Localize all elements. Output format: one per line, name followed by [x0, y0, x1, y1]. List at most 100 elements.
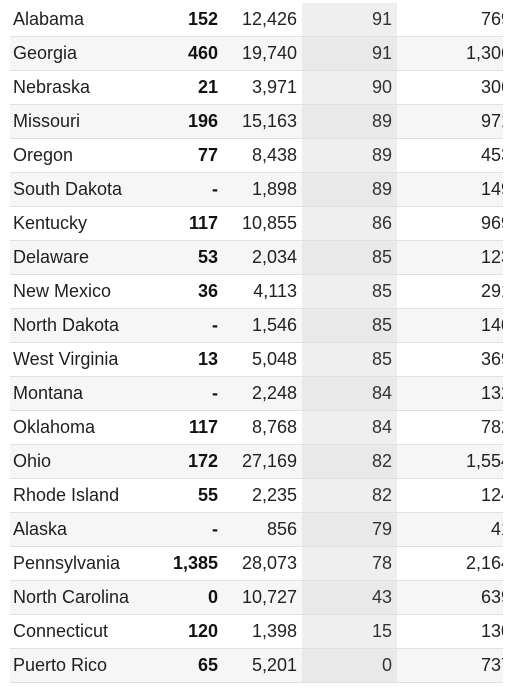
last-value-text: 132 — [480, 383, 505, 403]
total-cell: 4,113 — [253, 281, 297, 301]
table-row: Nebraska 21 3,971 90 306 — [10, 71, 512, 105]
percent-cell: 85 — [302, 275, 397, 308]
state-cell: West Virginia — [13, 349, 119, 369]
percent-cell: 78 — [302, 547, 397, 580]
state-cell: North Carolina — [13, 587, 130, 607]
last-value-cell: 969 — [397, 207, 505, 240]
total-cell: 5,201 — [251, 655, 297, 675]
last-value-cell: 130 — [397, 615, 505, 648]
table-row: Delaware 53 2,034 85 123 — [10, 241, 512, 275]
last-value-cell: 2,164 — [397, 547, 505, 580]
state-cell: Delaware — [13, 247, 90, 267]
state-cell: Nebraska — [13, 77, 91, 97]
total-cell: 12,426 — [241, 9, 297, 29]
new-cases-cell: 117 — [188, 417, 218, 437]
total-cell: 19,740 — [241, 43, 297, 63]
state-cell: Oklahoma — [13, 417, 96, 437]
new-cases-cell: 460 — [187, 43, 218, 63]
table-row: South Dakota - 1,898 89 149 — [10, 173, 512, 207]
last-value-text: 369 — [480, 349, 505, 369]
percent-cell: 89 — [302, 105, 397, 138]
last-value-cell: 1,306 — [397, 37, 505, 70]
table-row: Pennsylvania 1,385 28,073 78 2,164 — [10, 547, 512, 581]
state-cell: Ohio — [13, 451, 52, 471]
state-cell: Georgia — [13, 43, 78, 63]
percent-cell: 0 — [302, 649, 397, 682]
table-row: West Virginia 13 5,048 85 369 — [10, 343, 512, 377]
percent-cell: 85 — [302, 343, 397, 376]
table-row: Connecticut 120 1,398 15 130 — [10, 615, 512, 649]
table-row: Rhode Island 55 2,235 82 124 — [10, 479, 512, 513]
percent-cell: 89 — [302, 173, 397, 206]
total-cell: 10,727 — [241, 587, 297, 607]
table-row: Kentucky 117 10,855 86 969 — [10, 207, 512, 241]
new-cases-cell: 53 — [197, 247, 218, 267]
percent-cell: 82 — [302, 445, 397, 478]
state-cell: Oregon — [13, 145, 74, 165]
new-cases-cell: 36 — [197, 281, 218, 301]
last-value-cell: 1,554 — [397, 445, 505, 478]
table-row: New Mexico 36 4,113 85 291 — [10, 275, 512, 309]
last-value-cell: 132 — [397, 377, 505, 410]
new-cases-cell: 120 — [187, 621, 218, 641]
total-cell: 10,855 — [241, 213, 297, 233]
table-row: Missouri 196 15,163 89 971 — [10, 105, 512, 139]
last-value-text: 453 — [480, 145, 505, 165]
new-cases-cell: 65 — [197, 655, 218, 675]
total-cell: 1,398 — [251, 621, 297, 641]
state-data-table: Alabama 152 12,426 91 769 Georgia 460 19… — [10, 3, 512, 683]
table-row: Puerto Rico 65 5,201 0 737 — [10, 649, 512, 683]
total-cell: 27,169 — [241, 451, 297, 471]
last-value-cell: 41 — [397, 513, 505, 546]
table-row: Alabama 152 12,426 91 769 — [10, 3, 512, 37]
last-value-text: 140 — [480, 315, 505, 335]
last-value-text: 291 — [480, 281, 505, 301]
percent-cell: 15 — [302, 615, 397, 648]
new-cases-cell: - — [212, 519, 218, 539]
table-row: Georgia 460 19,740 91 1,306 — [10, 37, 512, 71]
percent-cell: 91 — [302, 37, 397, 70]
new-cases-cell: 0 — [207, 587, 218, 607]
percent-cell: 43 — [302, 581, 397, 614]
last-value-text: 639 — [480, 587, 505, 607]
total-cell: 28,073 — [241, 553, 297, 573]
last-value-text: 123 — [480, 247, 505, 267]
new-cases-cell: 13 — [197, 349, 218, 369]
last-value-text: 971 — [480, 111, 505, 131]
new-cases-cell: 1,385 — [172, 553, 218, 573]
last-value-cell: 291 — [397, 275, 505, 308]
total-cell: 2,248 — [251, 383, 297, 403]
last-value-text: 130 — [480, 621, 505, 641]
state-cell: Pennsylvania — [13, 553, 121, 573]
last-value-cell: 971 — [397, 105, 505, 138]
last-value-text: 969 — [480, 213, 505, 233]
percent-cell: 85 — [302, 309, 397, 342]
percent-cell: 90 — [302, 71, 397, 104]
total-cell: 2,034 — [251, 247, 297, 267]
last-value-cell: 737 — [397, 649, 505, 682]
state-cell: South Dakota — [13, 179, 123, 199]
percent-cell: 85 — [302, 241, 397, 274]
new-cases-cell: - — [212, 179, 218, 199]
last-value-cell: 124 — [397, 479, 505, 512]
last-value-cell: 149 — [397, 173, 505, 206]
state-cell: Puerto Rico — [13, 655, 108, 675]
total-cell: 1,546 — [251, 315, 297, 335]
last-value-text: 737 — [480, 655, 505, 675]
new-cases-cell: 21 — [197, 77, 218, 97]
total-cell: 8,768 — [251, 417, 297, 437]
table-row: Montana - 2,248 84 132 — [10, 377, 512, 411]
table-row: North Carolina 0 10,727 43 639 — [10, 581, 512, 615]
table-row: North Dakota - 1,546 85 140 — [10, 309, 512, 343]
last-value-cell: 369 — [397, 343, 505, 376]
last-value-cell: 782 — [397, 411, 505, 444]
state-cell: Missouri — [13, 111, 81, 131]
last-value-text: 782 — [480, 417, 505, 437]
last-value-cell: 123 — [397, 241, 505, 274]
table-row: Alaska - 856 79 41 — [10, 513, 512, 547]
state-cell: New Mexico — [13, 281, 112, 301]
table-row: Ohio 172 27,169 82 1,554 — [10, 445, 512, 479]
state-cell: Connecticut — [13, 621, 109, 641]
percent-cell: 79 — [302, 513, 397, 546]
percent-cell: 91 — [302, 3, 397, 36]
